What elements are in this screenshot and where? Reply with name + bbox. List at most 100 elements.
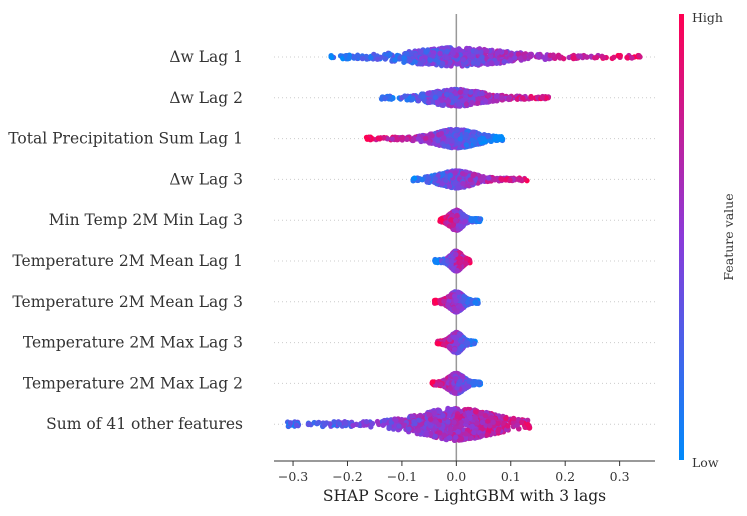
shap-point (404, 51, 410, 57)
shap-point (432, 94, 439, 101)
shap-point (472, 216, 478, 222)
shap-point (453, 251, 459, 258)
shap-point (463, 142, 470, 148)
shap-point (364, 136, 371, 142)
shap-point (470, 60, 477, 66)
shap-point (472, 299, 478, 306)
shap-point (457, 89, 464, 95)
shap-point (460, 57, 467, 63)
shap-point (440, 171, 446, 177)
shap-point (439, 97, 445, 103)
shap-point (446, 183, 453, 189)
shap-point (425, 90, 431, 97)
shap-point (475, 60, 481, 67)
shap-point (561, 55, 567, 62)
shap-point (401, 59, 407, 65)
shap-point (494, 50, 501, 56)
shap-point (374, 56, 381, 62)
shap-point (611, 54, 617, 61)
shap-point (617, 52, 623, 59)
shap-point (420, 58, 427, 64)
shap-point (450, 50, 456, 56)
shap-point (498, 176, 504, 182)
shap-point (469, 100, 475, 106)
shap-point (486, 92, 492, 99)
shap-point (437, 50, 443, 57)
shap-point (462, 260, 469, 266)
shap-point (415, 136, 422, 142)
shap-point (419, 176, 425, 183)
shap-point (455, 101, 462, 108)
shap-point (450, 222, 456, 228)
shap-point (527, 53, 534, 60)
shap-point (475, 100, 481, 106)
shap-point (471, 129, 477, 135)
shap-point (439, 60, 446, 67)
shap-point (346, 55, 352, 61)
shap-point (478, 49, 484, 56)
shap-point (423, 49, 429, 55)
shap-point (427, 57, 433, 63)
shap-point (543, 95, 549, 101)
shap-point (486, 175, 492, 181)
shap-point (494, 92, 500, 99)
shap-point (624, 55, 631, 61)
shap-point (483, 98, 489, 104)
shap-point (483, 47, 490, 54)
shap-point (508, 52, 514, 58)
shap-point (382, 95, 388, 102)
shap-point (550, 52, 557, 58)
shap-point (407, 57, 413, 64)
shap-point (408, 50, 414, 56)
shap-points (284, 45, 643, 444)
shap-point (506, 96, 512, 103)
shap-point (467, 89, 474, 95)
shap-point (600, 54, 607, 61)
shap-point (462, 218, 468, 225)
shap-point (448, 258, 455, 264)
shap-point (493, 133, 499, 140)
shap-point (445, 302, 451, 308)
shap-point (444, 48, 450, 55)
shap-point (425, 99, 432, 105)
shap-point (518, 177, 525, 183)
shap-point (469, 137, 475, 143)
shap-point (402, 93, 408, 99)
shap-point (329, 54, 335, 61)
shap-point (458, 223, 464, 230)
shap-point (447, 172, 454, 179)
shap-point (571, 55, 577, 61)
shap-point (528, 93, 534, 100)
shap-point (429, 132, 435, 139)
shap-point (451, 306, 457, 312)
shap-point (539, 94, 545, 101)
shap-point (415, 98, 422, 104)
shap-point (457, 303, 463, 309)
shap-point (389, 136, 395, 142)
shap-point (418, 48, 424, 55)
shap-point (479, 90, 485, 97)
shap-point (478, 177, 485, 183)
shap-point (441, 143, 448, 149)
shap-point (592, 55, 598, 61)
shap-point (636, 53, 642, 59)
shap-point (453, 217, 459, 224)
shap-point (494, 60, 500, 66)
shap-point (583, 54, 590, 60)
shap-point (455, 184, 461, 191)
shap-point (399, 134, 406, 141)
shap-point (412, 59, 418, 65)
shap-point (521, 54, 528, 60)
shap-point (444, 91, 450, 98)
shap-point (387, 51, 393, 58)
shap-point (432, 259, 439, 265)
shap-point (453, 90, 459, 97)
shap-point (463, 131, 469, 138)
shap-point (499, 95, 505, 101)
shap-point (488, 60, 495, 66)
shap-point (452, 170, 458, 176)
shap-point (401, 55, 407, 61)
shap-point (507, 177, 513, 183)
shap-point (359, 55, 366, 62)
